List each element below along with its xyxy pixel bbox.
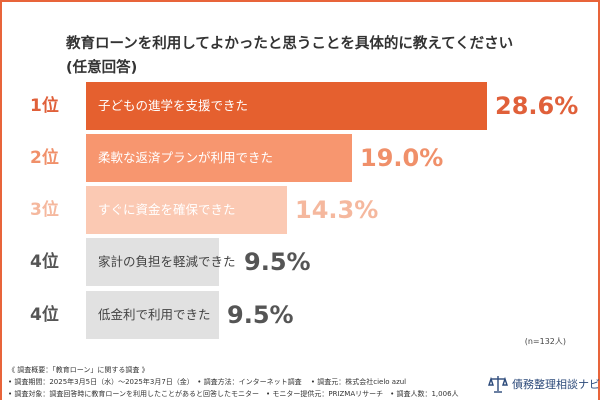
bar-row: 3位 すぐに資金を確保できた 14.3% <box>0 186 600 234</box>
bar <box>86 291 220 339</box>
bar-row: 4位 家計の負担を軽減できた 9.5% <box>0 238 600 286</box>
category-label: 子どもの進学を支援できた <box>98 98 249 113</box>
value-label: 28.6% <box>495 92 579 120</box>
bar-row: 2位 柔軟な返済プランが利用できた 19.0% <box>0 134 600 182</box>
title-text: 教育ローンを利用してよかったと思うことを具体的に教えてください <box>66 36 514 52</box>
sample-size: (n=132人) <box>524 337 566 346</box>
rank-label: 2位 <box>30 148 59 168</box>
value-label: 9.5% <box>244 248 311 276</box>
bar <box>86 134 353 182</box>
value-label: 14.3% <box>295 196 379 224</box>
scales-icon <box>488 376 508 393</box>
note-line: • 調査期間：2025年3月5日（水）～2025年3月7日（金） • 調査方法：… <box>8 378 407 386</box>
survey-notes: 《 調査概要：「教育ローン」に関する調査 》 • 調査期間：2025年3月5日（… <box>8 364 459 400</box>
category-label: すぐに資金を確保できた <box>98 202 236 217</box>
subtitle-text: (任意回答) <box>66 60 138 76</box>
category-label: 柔軟な返済プランが利用できた <box>98 150 274 165</box>
note-line: • 調査対象：調査回答時に教育ローンを利用したことがあると回答したモニター • … <box>8 390 459 398</box>
bar-row: 4位 低金利で利用できた 9.5% <box>0 291 600 339</box>
bar <box>86 82 487 130</box>
rank-label: 3位 <box>30 200 59 220</box>
category-label: 家計の負担を軽減できた <box>98 254 236 269</box>
note-line: 《 調査概要：「教育ローン」に関する調査 》 <box>8 366 149 374</box>
chart-title: 教育ローンを利用してよかったと思うことを具体的に教えてください (任意回答) <box>66 32 513 80</box>
logo: 債務整理相談ナビ <box>488 374 600 394</box>
bar <box>86 186 287 234</box>
bar-row: 1位 子どもの進学を支援できた 28.6% <box>0 82 600 130</box>
bar <box>86 238 220 286</box>
rank-label: 1位 <box>30 96 59 116</box>
rank-label: 4位 <box>30 305 59 325</box>
category-label: 低金利で利用できた <box>98 307 211 322</box>
logo-text: 債務整理相談ナビ <box>512 378 600 391</box>
value-label: 9.5% <box>227 301 294 329</box>
rank-label: 4位 <box>30 252 59 272</box>
value-label: 19.0% <box>360 144 444 172</box>
